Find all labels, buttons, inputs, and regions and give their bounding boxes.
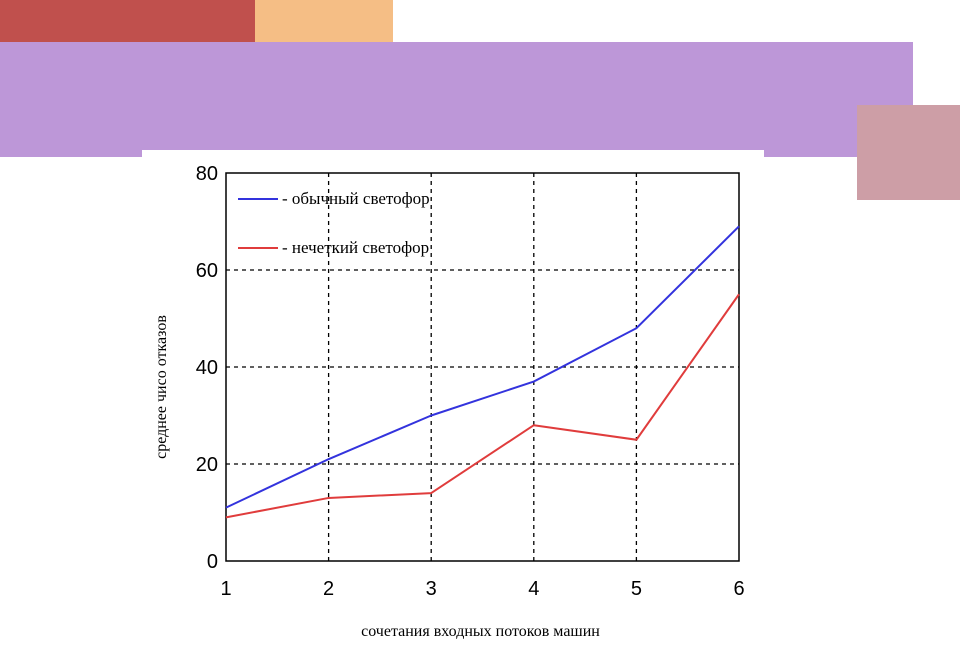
y-tick-label: 40 bbox=[196, 357, 218, 379]
y-tick-label: 0 bbox=[207, 551, 218, 573]
legend-label-series-1: - обычный светофор bbox=[282, 189, 430, 208]
decor-pink-square bbox=[857, 105, 960, 200]
x-tick-label: 1 bbox=[220, 578, 231, 600]
y-tick-label: 80 bbox=[196, 163, 218, 185]
plot-frame bbox=[225, 172, 740, 562]
x-tick-label: 5 bbox=[631, 578, 642, 600]
y-tick-label: 20 bbox=[196, 454, 218, 476]
series-lines bbox=[225, 225, 740, 519]
legend: - обычный светофор - нечеткий светофор bbox=[238, 189, 430, 257]
decor-purple-band bbox=[0, 42, 913, 157]
legend-label-series-2: - нечеткий светофор bbox=[282, 238, 429, 257]
series-line-2 bbox=[225, 293, 740, 519]
x-tick-label: 2 bbox=[323, 578, 334, 600]
x-axis-label: сочетания входных потоков машин bbox=[361, 623, 600, 640]
series-line-1 bbox=[225, 225, 740, 509]
grid-lines bbox=[226, 173, 739, 561]
x-tick-label: 4 bbox=[528, 578, 539, 600]
x-tick-label: 3 bbox=[426, 578, 437, 600]
y-tick-label: 60 bbox=[196, 260, 218, 282]
chart-panel: 1 2 3 4 5 6 0 20 40 60 80 - обычный светофор - неч… bbox=[142, 150, 764, 645]
y-axis-label: среднее чисо отказов bbox=[153, 315, 170, 459]
x-tick-label: 6 bbox=[733, 578, 744, 600]
